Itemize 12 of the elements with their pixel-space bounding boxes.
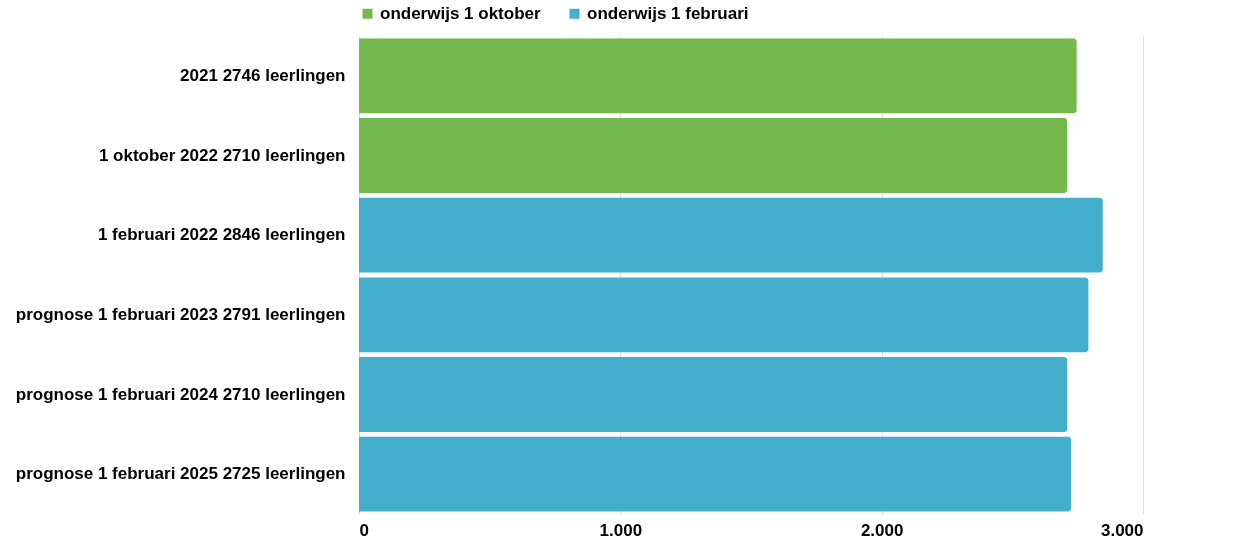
y-tick-label: prognose 1 februari 2023 2791 leerlingen [15,304,346,324]
x-tick-label: 1.000 [599,520,643,540]
x-tick-label: 2.000 [860,520,904,540]
y-tick-label: 1 februari 2022 2846 leerlingen [97,225,346,245]
y-tick-label: prognose 1 februari 2025 2725 leerlingen [15,464,346,484]
legend-label: onderwijs 1 oktober [380,3,541,23]
x-tick-label: 0 [359,520,369,540]
x-tick-label: 3.000 [1100,520,1144,540]
y-tick-label: prognose 1 februari 2024 2710 leerlingen [15,384,346,404]
y-tick-label: 2021 2746 leerlingen [180,65,346,85]
y-tick-label: 1 oktober 2022 2710 leerlingen [98,145,346,165]
legend-label: onderwijs 1 februari [587,3,749,23]
